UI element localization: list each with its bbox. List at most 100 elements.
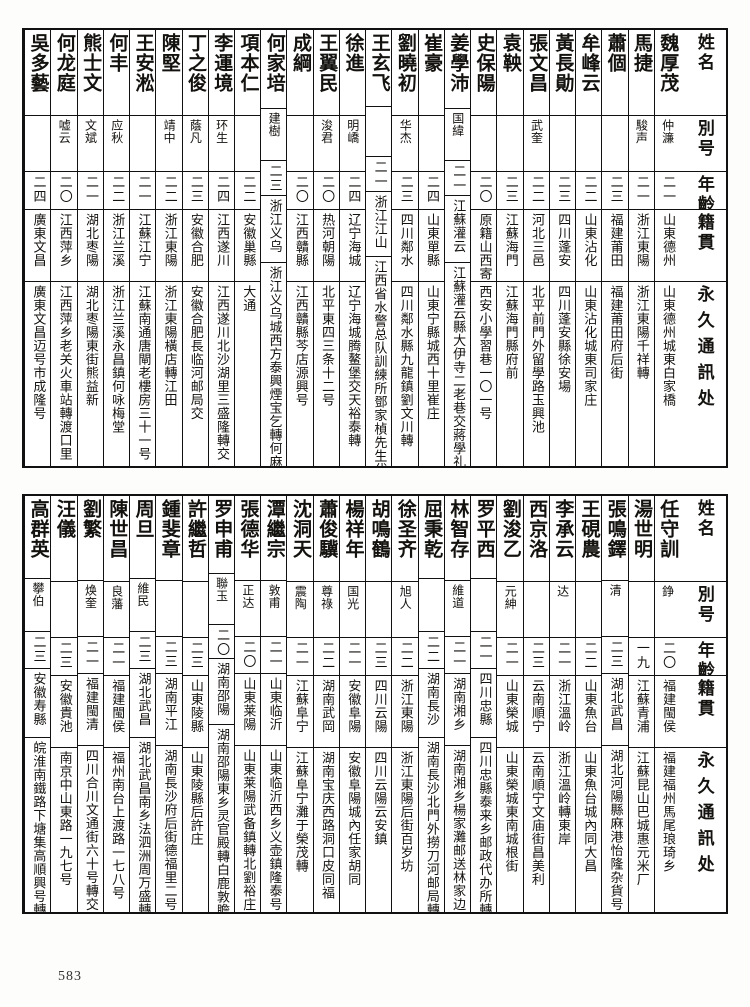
entry-native-place-text: 江西遂川 xyxy=(214,213,230,267)
entry-address-text: 湖南湘乡楊家灘邮送林家边 xyxy=(450,748,466,911)
entry-native-place: 安徽寿縣 xyxy=(25,669,51,739)
entry-age-text: 二〇 xyxy=(660,641,676,670)
entry-native-place: 江蘇海門 xyxy=(497,210,523,282)
entry-name-text: 屈秉乾 xyxy=(421,499,444,559)
entry-address: 山東榮城東南城根街 xyxy=(497,748,522,912)
entry-age: 二一 xyxy=(339,638,366,676)
roster-table-top: 姓名 別号 年齡 籍貫 永久通訊处 魏厚茂 仲濂 二一 山東德州 山東德州城東白家橋 馬捷… xyxy=(22,28,728,468)
entry-age-text: 二三 xyxy=(607,639,623,669)
entry-age: 二三 xyxy=(261,161,287,197)
entry-alias: 攀伯 xyxy=(25,579,51,633)
entry-age-text: 二三 xyxy=(135,635,151,665)
roster-entry-column: 王翼民 浚君 二〇 热河朝陽 北平東四三条十二号 xyxy=(312,30,339,466)
entry-alias xyxy=(576,116,602,172)
entry-native-place-text: 江蘇灌云 xyxy=(450,199,466,254)
entry-address: 福建莆田府后街 xyxy=(602,282,627,466)
entry-alias: 駿声 xyxy=(628,116,654,172)
entry-address-text: 福州南台上渡路一七八号 xyxy=(109,751,125,900)
entry-address-text: 辽宁海城腾鳌堡交天裕泰轉 xyxy=(345,285,361,447)
entry-name-text: 陳世昌 xyxy=(106,499,129,559)
entry-name-text: 楊祥年 xyxy=(342,499,365,559)
roster-entry-column: 何家培 建樹 二三 浙江义乌 浙江义乌城西方泰興煙宝乞轉何麻年 xyxy=(260,30,287,466)
entry-address-text: 江蘇海門縣府前 xyxy=(502,285,518,380)
entry-age: 二三 xyxy=(51,638,77,676)
entry-native-place: 安徽合肥 xyxy=(182,210,208,282)
entry-address-text: 湖北武昌南乡法泗洲周万盛轉 xyxy=(135,741,151,913)
entry-age: 二一 xyxy=(130,172,156,210)
roster-entry-column: 沈洞天 震陶 二一 江蘇阜宁 江蘇阜宁灘于榮茂轉 xyxy=(286,496,313,912)
entry-native-place-text: 云南順宁 xyxy=(528,679,544,733)
entry-native-place: 云南順宁 xyxy=(523,676,549,748)
entry-native-place: 湖北枣陽 xyxy=(77,210,103,282)
entry-alias: 旭人 xyxy=(392,582,418,638)
entry-name-text: 熊士文 xyxy=(80,33,103,93)
entry-alias-text: 达 xyxy=(555,585,570,598)
roster-entry-column: 林智存 維道 二一 湖南湘乡 湖南湘乡楊家灘邮送林家边 xyxy=(443,496,471,912)
roster-entry-column: 成綱 二〇 江西贛縣 江西贛縣芩店源興号 xyxy=(286,30,313,466)
entry-name-text: 馬捷 xyxy=(631,33,654,73)
entry-name-text: 王安淞 xyxy=(132,33,155,93)
entry-address-text: 湖南邵陽東乡灵官殿轉白鹿敦瞻堂 xyxy=(214,727,230,912)
entry-name-text: 許繼哲 xyxy=(185,499,208,559)
entry-name: 胡鳴鶴 xyxy=(366,496,392,582)
entry-name-text: 王翼民 xyxy=(316,33,339,93)
entry-native-place: 福建莆田 xyxy=(602,210,628,282)
entry-native-place: 江西萍乡 xyxy=(51,210,77,282)
entry-name-text: 蕭俊驥 xyxy=(316,499,339,559)
entry-address: 浙江東陽后街百岁坊 xyxy=(392,748,417,912)
entry-name: 何丰 xyxy=(103,30,130,116)
entry-address-text: 安徽阜陽城內任家胡同 xyxy=(345,751,361,886)
entry-address-text: 四川云陽云安鎮 xyxy=(371,751,387,846)
roster-entry-column: 黃長勛 二三 四川蓬安 四川蓬安縣徐安場 xyxy=(548,30,576,466)
entry-native-place-text: 辽宁海城 xyxy=(345,213,361,267)
entry-age-text: 二二 xyxy=(581,641,597,670)
roster-entry-column: 罗申甫 聯玉 二〇 湖南邵陽 湖南邵陽東乡灵官殿轉白鹿敦瞻堂 xyxy=(207,496,235,912)
entry-name: 屈秉乾 xyxy=(418,496,444,579)
entry-name-text: 李運境 xyxy=(211,33,234,93)
entry-alias-text: 聯玉 xyxy=(214,576,229,602)
entry-address-text: 浙江溫岭轉東岸 xyxy=(555,751,571,846)
entry-alias xyxy=(366,582,392,638)
entry-alias xyxy=(471,116,497,172)
entry-native-place: 浙江東陽 xyxy=(392,676,418,748)
entry-alias-text: 攀伯 xyxy=(30,581,45,607)
entry-alias-text: 錚 xyxy=(660,585,675,598)
entry-alias: 震陶 xyxy=(287,582,313,638)
entry-age: 二〇 xyxy=(208,625,235,660)
entry-address-text: 江蘇南通唐閘老樓房三十一号 xyxy=(135,285,151,461)
entry-native-place: 山東陵縣 xyxy=(182,676,208,748)
entry-native-place-text: 安徽寿縣 xyxy=(30,672,46,727)
entry-address: 南京中山東路一九七号 xyxy=(51,748,76,912)
entry-address: 山東陵縣后許庄 xyxy=(183,748,208,912)
entry-alias-text: 維道 xyxy=(450,584,465,610)
entry-address: 湖北武昌南乡法泗洲周万盛轉 xyxy=(130,738,155,912)
entry-native-place-text: 湖南湘乡 xyxy=(450,677,466,732)
entry-name-text: 張德华 xyxy=(237,499,260,559)
entry-name: 楊祥年 xyxy=(339,496,366,582)
entry-native-place: 四川鄰水 xyxy=(392,210,418,282)
entry-name: 李承云 xyxy=(549,496,576,582)
entry-address: 湖南長沙北門外撈刀河邮局轉 xyxy=(419,738,444,912)
entry-address: 大通 xyxy=(235,282,260,466)
entry-address-text: 南京中山東路一九七号 xyxy=(56,751,72,886)
entry-name: 崔豪 xyxy=(418,30,444,116)
entry-native-place: 山東德州 xyxy=(654,210,680,282)
entry-alias: 維民 xyxy=(130,579,156,633)
entry-address: 西安小學習巷一〇一号 xyxy=(471,282,496,466)
entry-native-place: 福建閩清 xyxy=(77,674,103,746)
entry-age-text: 二二 xyxy=(109,175,125,204)
entry-name-text: 潭繼宗 xyxy=(263,499,286,559)
entry-name-text: 任守訓 xyxy=(657,499,680,559)
entry-name-text: 罗申甫 xyxy=(211,499,234,559)
roster-entry-column: 項本仁 二二 安徽巢縣 大通 xyxy=(234,30,261,466)
entry-age: 二四 xyxy=(208,172,235,210)
entry-age-text: 二〇 xyxy=(292,175,308,204)
roster-entry-column: 李運境 环生 二四 江西遂川 江西遂川北沙湖里三盛隆轉交 xyxy=(207,30,235,466)
entry-alias-text: 国緯 xyxy=(450,112,465,138)
header-native-place: 籍貫 xyxy=(680,210,726,282)
entry-native-place: 湖南武岡 xyxy=(313,676,339,748)
entry-name-text: 何家培 xyxy=(263,33,286,93)
entry-name: 林智存 xyxy=(444,496,471,582)
entry-age: 二〇 xyxy=(471,172,497,210)
entry-native-place-text: 安徽合肥 xyxy=(187,213,203,267)
